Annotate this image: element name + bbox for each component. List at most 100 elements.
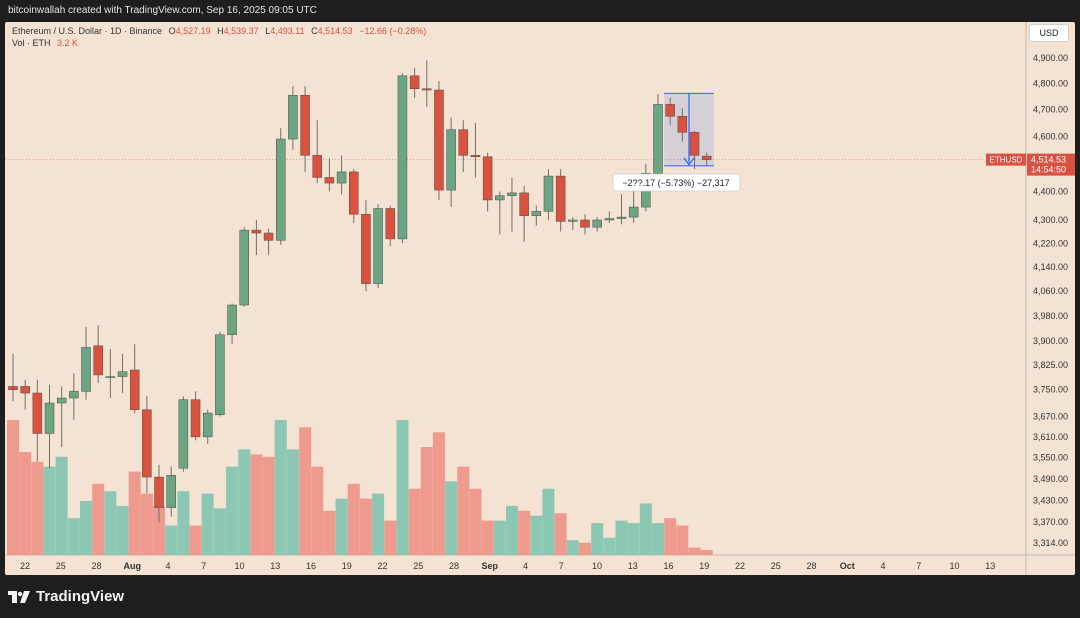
candle-body xyxy=(263,232,274,241)
price-axis-label: 4,060.00 xyxy=(1033,286,1068,296)
candlestick-chart[interactable]: −2??.17 (−5.73%) −27,317 4,900.00 4,800.00… xyxy=(5,22,1075,575)
volume-bar xyxy=(165,525,178,555)
price-tag-bg xyxy=(1027,153,1075,176)
price-axis-label: 4,220.00 xyxy=(1033,238,1068,248)
candle-body xyxy=(689,132,700,156)
time-axis-label: 19 xyxy=(699,561,709,571)
candle-body xyxy=(653,104,663,174)
measure-label: −2??.17 (−5.73%) −27,317 xyxy=(622,178,729,188)
price-axis-label: 3,670.00 xyxy=(1033,411,1068,421)
candle-body xyxy=(677,116,688,133)
price-axis-label: 3,314.00 xyxy=(1033,538,1068,548)
volume-bar xyxy=(372,493,385,555)
volume-bar xyxy=(140,493,153,555)
volume-bar xyxy=(432,432,445,555)
legend-symbol: Ethereum / U.S. Dollar · 1D · Binance xyxy=(12,26,163,36)
time-axis-label: 7 xyxy=(559,561,564,571)
candle-body xyxy=(349,171,359,215)
price-axis-label: 4,900.00 xyxy=(1033,53,1068,63)
volume-bar xyxy=(542,488,555,555)
candle-body xyxy=(81,347,91,392)
candle-body xyxy=(495,195,505,201)
volume-bar xyxy=(189,525,202,555)
time-axis-label: 25 xyxy=(56,561,66,571)
volume-bar xyxy=(335,498,348,555)
volume-bar xyxy=(384,520,397,555)
currency-button[interactable]: USD xyxy=(1029,24,1069,42)
candle-body xyxy=(312,155,322,178)
candle-body xyxy=(592,219,602,228)
price-axis-label: 3,900.00 xyxy=(1033,336,1068,346)
price-axis-label: 3,490.00 xyxy=(1033,474,1068,484)
candle-body xyxy=(422,88,432,91)
candle-body xyxy=(239,229,249,306)
candle-body xyxy=(373,208,383,284)
price-axis-label: 3,825.00 xyxy=(1033,360,1068,370)
volume-bar xyxy=(299,427,312,555)
legend-open-label: O xyxy=(168,26,176,36)
price-axis-label: 4,800.00 xyxy=(1033,79,1068,89)
candle-body xyxy=(543,175,554,212)
volume-bar xyxy=(286,449,299,555)
volume-bar xyxy=(505,505,518,555)
volume-bar xyxy=(116,505,129,555)
time-axis-label: Aug xyxy=(124,561,142,571)
volume-bar xyxy=(153,505,166,555)
legend-low: 4,493.11 xyxy=(270,26,305,36)
price-axis-label: 3,750.00 xyxy=(1033,385,1068,395)
volume-bar xyxy=(274,420,287,555)
volume-bar xyxy=(481,520,494,555)
tradingview-logo[interactable]: TradingView xyxy=(8,588,124,605)
candle-body xyxy=(105,376,116,378)
volume-bar xyxy=(80,501,93,555)
volume-bar xyxy=(664,518,677,555)
price-axis-label: 3,370.00 xyxy=(1033,517,1068,527)
candle-body xyxy=(32,392,43,434)
candle-body xyxy=(409,75,420,89)
candle-body xyxy=(458,129,469,156)
candle-body xyxy=(142,409,152,478)
candle-body xyxy=(507,192,517,196)
candle-body xyxy=(275,138,286,241)
candle-body xyxy=(482,156,493,201)
time-axis-label: 28 xyxy=(449,561,459,571)
time-axis-label: 10 xyxy=(949,561,959,571)
legend-open: 4,527.19 xyxy=(175,26,211,36)
volume-bar xyxy=(676,525,689,555)
volume-bar xyxy=(591,523,604,555)
time-axis-label: 7 xyxy=(916,561,921,571)
volume-bar xyxy=(43,466,56,555)
candle-body xyxy=(8,386,18,390)
time-axis-label: 10 xyxy=(592,561,602,571)
volume-bar xyxy=(469,488,482,555)
legend-close: 4,514.53 xyxy=(317,26,353,36)
time-axis-label: 25 xyxy=(413,561,423,571)
time-axis-label: 28 xyxy=(806,561,816,571)
legend-change: −12.66 (−0.28%) xyxy=(359,26,427,36)
legend-symbol-row: Ethereum / U.S. Dollar · 1D · Binance O4… xyxy=(12,25,430,37)
candle-body xyxy=(361,213,371,284)
candle-body xyxy=(190,399,201,438)
volume-bar xyxy=(31,461,44,555)
volume-bar xyxy=(128,471,141,555)
chart-panel[interactable]: −2??.17 (−5.73%) −27,317 4,900.00 4,800.00… xyxy=(5,22,1075,575)
price-axis-label: 3,550.00 xyxy=(1033,453,1068,463)
legend-low-label: L xyxy=(265,26,271,36)
candle-body xyxy=(665,104,675,117)
candle-body xyxy=(446,129,456,191)
volume-bar xyxy=(408,488,421,555)
candle-body xyxy=(397,75,408,240)
candle-body xyxy=(616,216,627,219)
legend-volume-value: 3.2 K xyxy=(57,38,79,48)
candle-body xyxy=(117,371,128,377)
candle-body xyxy=(580,219,590,228)
candle-body xyxy=(44,402,55,434)
volume-bar xyxy=(213,508,226,555)
candle-body xyxy=(531,211,542,216)
legend-high: 4,539.37 xyxy=(223,26,259,36)
time-axis-label: 4 xyxy=(880,561,885,571)
volume-bar xyxy=(396,420,409,555)
price-axis-label: 3,610.00 xyxy=(1033,432,1068,442)
candle-body xyxy=(568,219,578,222)
price-axis-label: 4,140.00 xyxy=(1033,262,1068,272)
